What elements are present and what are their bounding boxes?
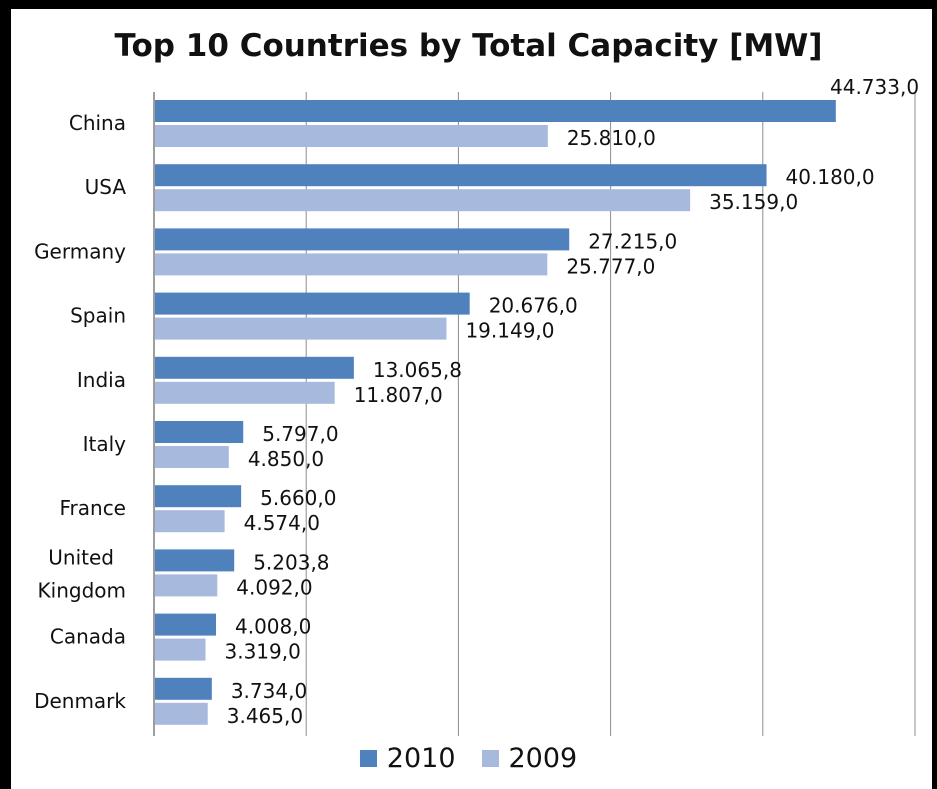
bar-2009-2 xyxy=(155,253,548,276)
bar-2010-6 xyxy=(155,485,242,508)
data-label-2009-5: 4.850,0 xyxy=(248,447,324,471)
category-label-7: United Kingdom xyxy=(38,545,126,602)
category-label-9: Denmark xyxy=(34,689,126,713)
bar-2010-5 xyxy=(155,421,244,443)
data-label-2009-7: 4.092,0 xyxy=(236,575,312,599)
chart-title: Top 10 Countries by Total Capacity [MW] xyxy=(114,28,823,64)
category-label-line: United xyxy=(48,545,114,569)
data-labels: 44.733,0 25.810,0 40.180,035.159,0 27.215,0… xyxy=(225,75,920,728)
bar-2009-6 xyxy=(155,510,225,533)
category-label-6: France xyxy=(59,496,126,520)
legend-item-2009: 2009 xyxy=(481,743,578,774)
bar-2010-1 xyxy=(155,164,767,187)
bar-2009-8 xyxy=(155,638,206,661)
category-labels: China USA Germany Spain India Italy France Unit… xyxy=(34,111,126,713)
data-label-2010-6: 5.660,0 xyxy=(260,486,336,510)
bar-2010-9 xyxy=(155,677,212,700)
category-label-4: India xyxy=(77,368,126,392)
legend: 2010 2009 xyxy=(0,743,937,774)
data-label-2010-9: 3.734,0 xyxy=(231,679,307,703)
bar-2009-5 xyxy=(155,446,229,468)
bar-2009-3 xyxy=(155,317,447,340)
data-label-2009-6: 4.574,0 xyxy=(244,511,320,535)
data-label-2009-1: 35.159,0 xyxy=(709,190,798,214)
category-label-2: Germany xyxy=(34,239,126,263)
bars xyxy=(155,100,836,725)
data-label-2009-0: 25.810,0 xyxy=(567,126,656,150)
data-label-2010-8: 4.008,0 xyxy=(235,615,311,639)
data-label-2009-2: 25.777,0 xyxy=(566,254,655,278)
bar-2009-1 xyxy=(155,189,691,212)
legend-swatch-2010 xyxy=(359,750,377,767)
data-label-2010-4: 13.065,8 xyxy=(373,358,462,382)
category-label-0: China xyxy=(69,111,126,135)
data-label-2009-4: 11.807,0 xyxy=(354,383,443,407)
data-label-2010-0: 44.733,0 xyxy=(830,75,919,99)
data-label-2010-1: 40.180,0 xyxy=(786,165,875,189)
data-label-2010-7: 5.203,8 xyxy=(253,550,329,574)
data-label-2010-3: 20.676,0 xyxy=(489,294,578,318)
category-label-5: Italy xyxy=(83,432,127,456)
bar-2010-7 xyxy=(155,549,235,572)
bar-2009-0 xyxy=(155,125,548,147)
bar-2010-4 xyxy=(155,356,354,379)
bar-2009-4 xyxy=(155,381,335,404)
bar-2009-7 xyxy=(155,574,218,597)
bar-2010-8 xyxy=(155,613,217,636)
bar-2010-0 xyxy=(155,100,836,122)
bar-2009-9 xyxy=(155,702,208,725)
data-label-2010-5: 5.797,0 xyxy=(262,422,338,446)
category-label-1: USA xyxy=(85,175,127,199)
data-label-2009-3: 19.149,0 xyxy=(465,319,554,343)
legend-swatch-2009 xyxy=(481,750,499,767)
category-label-line: Kingdom xyxy=(38,578,126,602)
bar-2010-3 xyxy=(155,292,470,315)
category-label-8: Canada xyxy=(50,625,126,649)
data-label-2009-9: 3.465,0 xyxy=(227,704,303,728)
legend-item-2010: 2010 xyxy=(359,743,456,774)
legend-label-2009: 2009 xyxy=(508,743,578,774)
data-label-2009-8: 3.319,0 xyxy=(225,640,301,664)
data-label-2010-2: 27.215,0 xyxy=(588,229,677,253)
legend-label-2010: 2010 xyxy=(386,743,456,774)
bar-2010-2 xyxy=(155,228,570,251)
category-label-3: Spain xyxy=(70,304,126,328)
